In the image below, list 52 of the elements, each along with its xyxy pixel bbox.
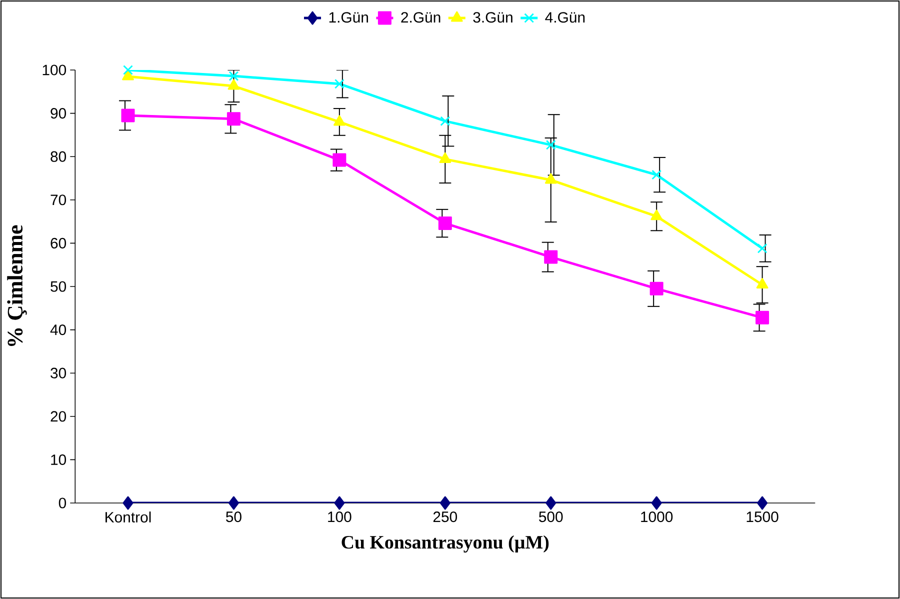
point <box>121 108 135 122</box>
y-tick-label: 20 <box>50 411 66 422</box>
point <box>440 496 450 510</box>
y-tick-label: 50 <box>50 281 66 292</box>
y-tick-label: 90 <box>50 108 66 119</box>
point <box>228 79 240 90</box>
point <box>334 496 345 510</box>
y-tick-label: 10 <box>51 454 66 465</box>
point <box>440 116 450 126</box>
point <box>332 153 346 167</box>
point <box>757 496 768 510</box>
point <box>438 216 452 230</box>
x-tick-label: Kontrol <box>106 512 151 522</box>
y-axis-title: % Çimlenme <box>7 225 27 346</box>
x-tick-label: 1000 <box>641 512 673 522</box>
point <box>650 210 663 220</box>
point <box>544 250 558 264</box>
point <box>756 310 770 324</box>
point <box>546 496 556 510</box>
point <box>651 496 662 510</box>
point <box>546 140 556 150</box>
y-tick-label: 70 <box>50 194 66 206</box>
point <box>122 496 134 510</box>
y-tick-label: 80 <box>50 151 66 162</box>
x-tick-label: 100 <box>328 512 352 522</box>
legend-label: 1.Gün <box>329 12 368 23</box>
point <box>334 78 344 89</box>
point <box>652 170 662 180</box>
point <box>228 496 239 510</box>
y-tick-label: 30 <box>50 368 66 378</box>
x-axis-title: Cu Konsantrasyonu (µM) <box>342 535 549 553</box>
point <box>226 112 240 126</box>
x-tick-label: 250 <box>433 512 458 522</box>
point <box>757 243 768 254</box>
point <box>333 115 346 126</box>
x-tick-label: 500 <box>538 512 563 522</box>
point <box>650 282 664 296</box>
x-tick-label: 1500 <box>746 512 778 522</box>
legend-label: 2.Gün <box>401 12 440 23</box>
point <box>122 70 134 80</box>
point <box>439 152 452 163</box>
point <box>228 71 239 82</box>
x-tick-label: 50 <box>226 512 242 522</box>
legend-label: 4.Gün <box>545 12 585 23</box>
y-tick-label: 40 <box>50 324 66 336</box>
point <box>544 173 557 184</box>
point <box>756 278 768 289</box>
y-tick-label: 100 <box>42 64 66 76</box>
point <box>123 65 133 75</box>
y-tick-label: 60 <box>50 238 66 248</box>
legend-label: 3.Gün <box>473 12 512 23</box>
y-tick-label: 0 <box>58 498 66 508</box>
